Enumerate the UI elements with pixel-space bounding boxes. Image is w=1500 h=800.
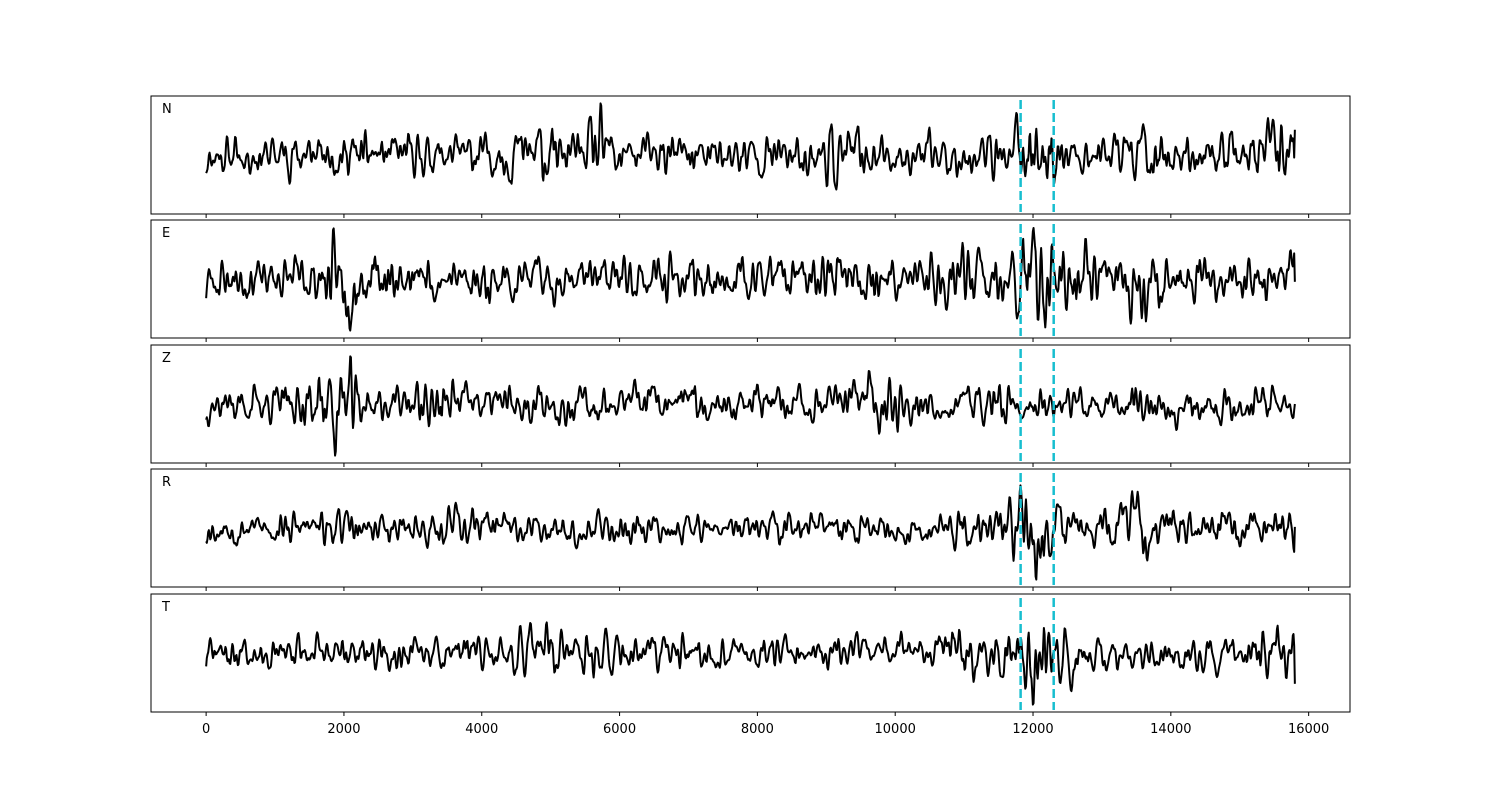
panel-r: R <box>150 468 1351 591</box>
panel-label-r: R <box>162 475 171 490</box>
x-tick-label: 2000 <box>327 722 360 737</box>
x-tick-label: 12000 <box>1012 722 1053 737</box>
waveform-trace-t <box>205 621 1296 706</box>
waveform-trace-r <box>205 484 1296 581</box>
panels-layer: N E Z R T <box>150 95 1351 716</box>
panel-e: E <box>150 219 1351 342</box>
x-tick-label: 16000 <box>1288 722 1329 737</box>
panel-z: Z <box>150 344 1351 467</box>
panel-label-n: N <box>162 102 172 117</box>
panel-label-t: T <box>161 600 170 615</box>
x-tick-label: 6000 <box>603 722 636 737</box>
panel-label-z: Z <box>162 351 171 366</box>
x-axis: 0 2000 4000 6000 8000 10000 12000 14000 16000 <box>202 722 1329 737</box>
panel-n: N <box>150 95 1351 218</box>
x-tick-label: 10000 <box>875 722 916 737</box>
panel-label-e: E <box>162 226 170 241</box>
waveform-trace-z <box>205 355 1296 457</box>
x-tick-label: 4000 <box>465 722 498 737</box>
x-tick-label: 14000 <box>1150 722 1191 737</box>
panel-frame <box>150 95 1351 215</box>
x-tick-label: 0 <box>202 722 210 737</box>
waveform-trace-n <box>205 102 1296 191</box>
waveform-trace-e <box>205 226 1296 332</box>
panel-t: T <box>150 593 1351 716</box>
x-tick-label: 8000 <box>741 722 774 737</box>
